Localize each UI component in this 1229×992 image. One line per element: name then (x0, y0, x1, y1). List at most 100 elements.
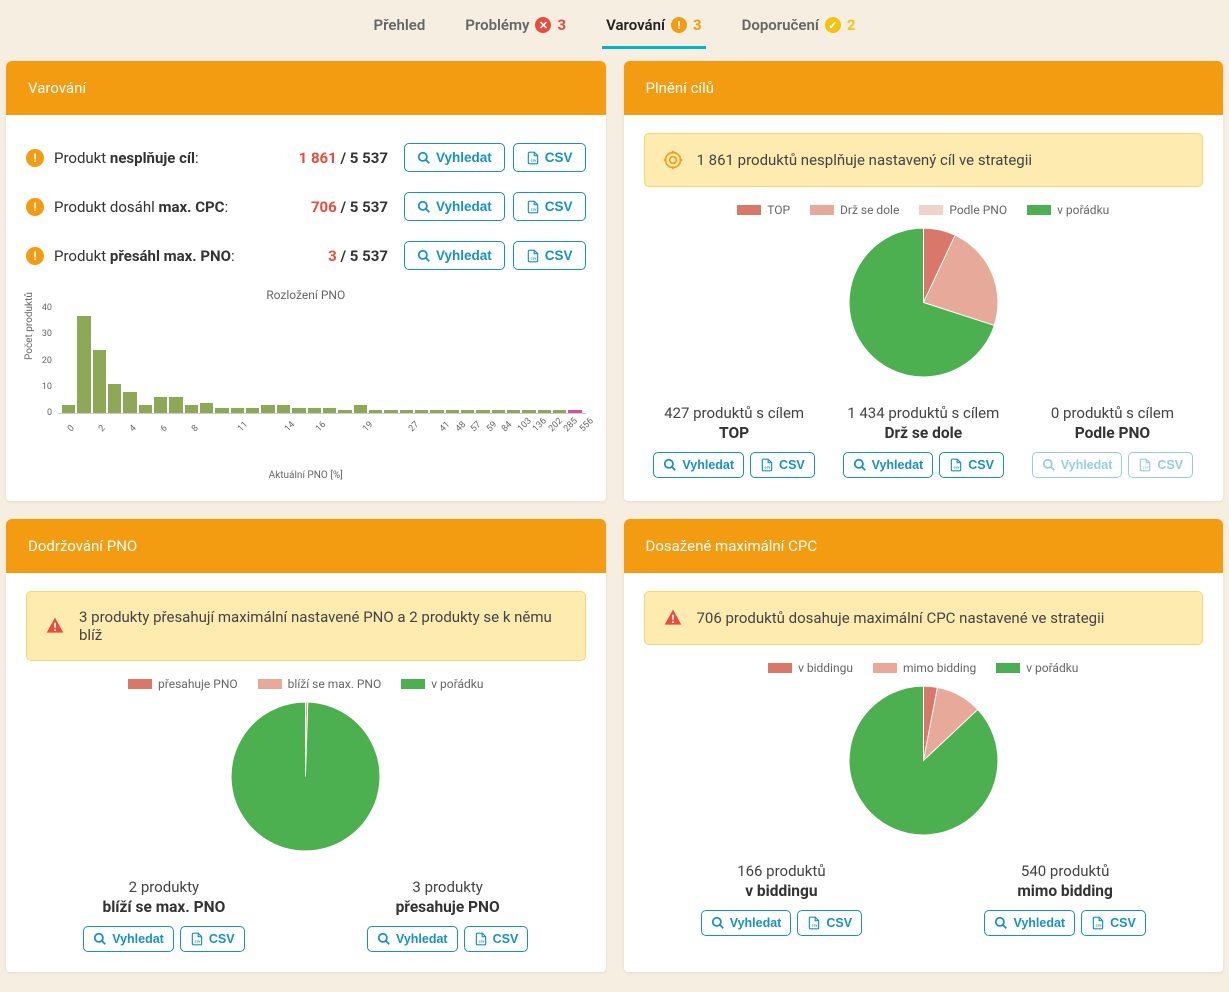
bar (62, 405, 75, 413)
svg-text:csv: csv (195, 940, 201, 944)
cpc-card: Dosažené maximální CPC 706 produktů dosa… (624, 519, 1224, 972)
warning-label: Produkt nesplňuje cíl: (54, 149, 289, 167)
search-button[interactable]: Vyhledat (404, 143, 505, 172)
search-button[interactable]: Vyhledat (83, 926, 174, 952)
csv-button[interactable]: csvCSV (513, 192, 586, 221)
tab-2[interactable]: Varování!3 (602, 8, 706, 49)
goals-pie-chart (846, 225, 1001, 380)
goal-column: 540 produktůmimo biddingVyhledatcsvCSV (927, 862, 1203, 936)
goals-card: Plnění cílů 1 861 produktů nesplňuje nas… (624, 61, 1224, 501)
warning-triangle-icon (663, 608, 683, 628)
tab-1[interactable]: Problémy✕3 (461, 8, 570, 49)
goal-count: 540 produktů (927, 862, 1203, 880)
badge-icon: ✓ (825, 17, 841, 33)
goal-column: 427 produktů s cílem TOP VyhledatcsvCSV (644, 404, 825, 478)
bar (277, 405, 290, 413)
card-title: Varování (6, 61, 606, 115)
pie-legend: v biddingumimo biddingv pořádku (644, 661, 1204, 675)
csv-button[interactable]: csvCSV (464, 926, 529, 952)
bar (215, 408, 228, 413)
goal-column: 1 434 produktů s cílemDrž se doleVyhleda… (833, 404, 1014, 478)
csv-button[interactable]: csvCSV (513, 143, 586, 172)
bar (369, 410, 382, 413)
csv-button[interactable]: csvCSV (797, 910, 862, 936)
csv-button[interactable]: csvCSV (180, 926, 245, 952)
bar (261, 405, 274, 413)
csv-button[interactable]: csvCSV (513, 241, 586, 270)
exclamation-icon: ! (26, 149, 44, 167)
goal-name: TOP (644, 424, 825, 442)
bar (292, 408, 305, 413)
cpc-alert: 706 produktů dosahuje maximální CPC nast… (644, 591, 1204, 645)
svg-text:csv: csv (530, 256, 536, 260)
bar (446, 410, 459, 413)
svg-text:csv: csv (765, 466, 771, 470)
tab-0[interactable]: Přehled (370, 8, 430, 49)
cpc-pie-chart (846, 683, 1001, 838)
legend-item: v pořádku (1027, 203, 1109, 217)
csv-button[interactable]: csvCSV (1081, 910, 1146, 936)
search-button[interactable]: Vyhledat (404, 241, 505, 270)
legend-item: blíží se max. PNO (258, 677, 382, 691)
pno-bar-chart: Počet produktů 0102030400246811141619274… (26, 308, 586, 438)
bar (538, 410, 551, 413)
bar (308, 408, 321, 413)
bar (354, 405, 367, 413)
pno-card: Dodržování PNO 3 produkty přesahují maxi… (6, 519, 606, 972)
legend-item: TOP (737, 203, 790, 217)
tabs: Přehled Problémy✕3 Varování!3 Doporučení✓2 (0, 0, 1229, 49)
csv-button[interactable]: csvCSV (939, 452, 1004, 478)
bar (476, 410, 489, 413)
warning-row: !Produkt dosáhl max. CPC:706 / 5 537Vyhl… (26, 182, 586, 231)
bar (522, 410, 535, 413)
bar (93, 350, 106, 413)
tab-3[interactable]: Doporučení✓2 (738, 8, 860, 49)
bar (338, 410, 351, 413)
goals-alert: 1 861 produktů nesplňuje nastavený cíl v… (644, 133, 1204, 187)
svg-text:csv: csv (1096, 924, 1102, 928)
bar (123, 392, 136, 413)
card-title: Plnění cílů (624, 61, 1224, 115)
warnings-card: Varování !Produkt nesplňuje cíl:1 861 / … (6, 61, 606, 501)
goal-count: 427 produktů s cílem (644, 404, 825, 422)
goal-name: Drž se dole (833, 424, 1014, 442)
legend-item: přesahuje PNO (128, 677, 238, 691)
badge-count: 3 (557, 16, 566, 34)
bar (77, 316, 90, 413)
legend-item: Podle PNO (919, 203, 1007, 217)
bar (461, 410, 474, 413)
bar (507, 410, 520, 413)
search-button[interactable]: Vyhledat (843, 452, 934, 478)
svg-text:csv: csv (530, 158, 536, 162)
card-title: Dosažené maximální CPC (624, 519, 1224, 573)
search-button[interactable]: Vyhledat (701, 910, 792, 936)
search-button[interactable]: Vyhledat (367, 926, 458, 952)
svg-text:csv: csv (1143, 466, 1149, 470)
search-button[interactable]: Vyhledat (653, 452, 744, 478)
legend-item: v pořádku (996, 661, 1078, 675)
goal-column: 166 produktův biddinguVyhledatcsvCSV (644, 862, 920, 936)
bar (415, 410, 428, 413)
search-button[interactable]: Vyhledat (404, 192, 505, 221)
warning-row: !Produkt nesplňuje cíl:1 861 / 5 537Vyhl… (26, 133, 586, 182)
bar (323, 408, 336, 413)
warning-ratio: 706 / 5 537 (311, 198, 388, 216)
legend-item: Drž se dole (810, 203, 899, 217)
goal-column: 3 produktypřesahuje PNOVyhledatcsvCSV (310, 878, 586, 952)
svg-text:csv: csv (954, 466, 960, 470)
search-button[interactable]: Vyhledat (984, 910, 1075, 936)
bar (154, 397, 167, 413)
bar (246, 408, 259, 413)
warning-rows: !Produkt nesplňuje cíl:1 861 / 5 537Vyhl… (26, 133, 586, 280)
pno-pie-chart (228, 699, 383, 854)
exclamation-icon: ! (26, 198, 44, 216)
pie-legend: přesahuje PNOblíží se max. PNOv pořádku (26, 677, 586, 691)
csv-button[interactable]: csvCSV (750, 452, 815, 478)
bar (568, 410, 581, 413)
goal-column: 0 produktů s cílemPodle PNOVyhledatcsvCS… (1022, 404, 1203, 478)
svg-text:csv: csv (530, 207, 536, 211)
warning-label: Produkt přesáhl max. PNO: (54, 247, 318, 265)
warning-triangle-icon (45, 616, 65, 636)
exclamation-icon: ! (26, 247, 44, 265)
bar (231, 408, 244, 413)
